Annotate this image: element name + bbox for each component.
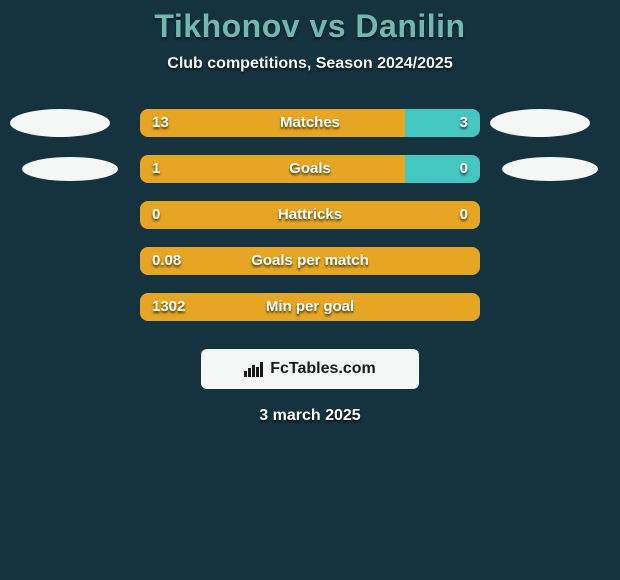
comparison-title: Tikhonov vs Danilin	[0, 0, 620, 45]
metric-row: 0.08Goals per match	[0, 247, 620, 293]
metric-row: 10Goals	[0, 155, 620, 201]
metric-label: Matches	[140, 109, 480, 137]
comparison-subtitle: Club competitions, Season 2024/2025	[0, 55, 620, 73]
attribution-text: FcTables.com	[270, 360, 376, 378]
metric-row: 00Hattricks	[0, 201, 620, 247]
player-ellipse-left	[10, 109, 110, 137]
player-ellipse-right	[502, 157, 598, 181]
metric-label: Goals	[140, 155, 480, 183]
player-ellipse-right	[490, 109, 590, 137]
metric-row: 1302Min per goal	[0, 293, 620, 339]
metric-label: Goals per match	[140, 247, 480, 275]
attribution-badge: FcTables.com	[201, 349, 419, 389]
player-ellipse-left	[22, 157, 118, 181]
metric-label: Min per goal	[140, 293, 480, 321]
metrics-container: 133Matches10Goals00Hattricks0.08Goals pe…	[0, 109, 620, 339]
metric-label: Hattricks	[140, 201, 480, 229]
bar-chart-icon	[244, 361, 264, 377]
snapshot-date: 3 march 2025	[0, 407, 620, 425]
metric-row: 133Matches	[0, 109, 620, 155]
